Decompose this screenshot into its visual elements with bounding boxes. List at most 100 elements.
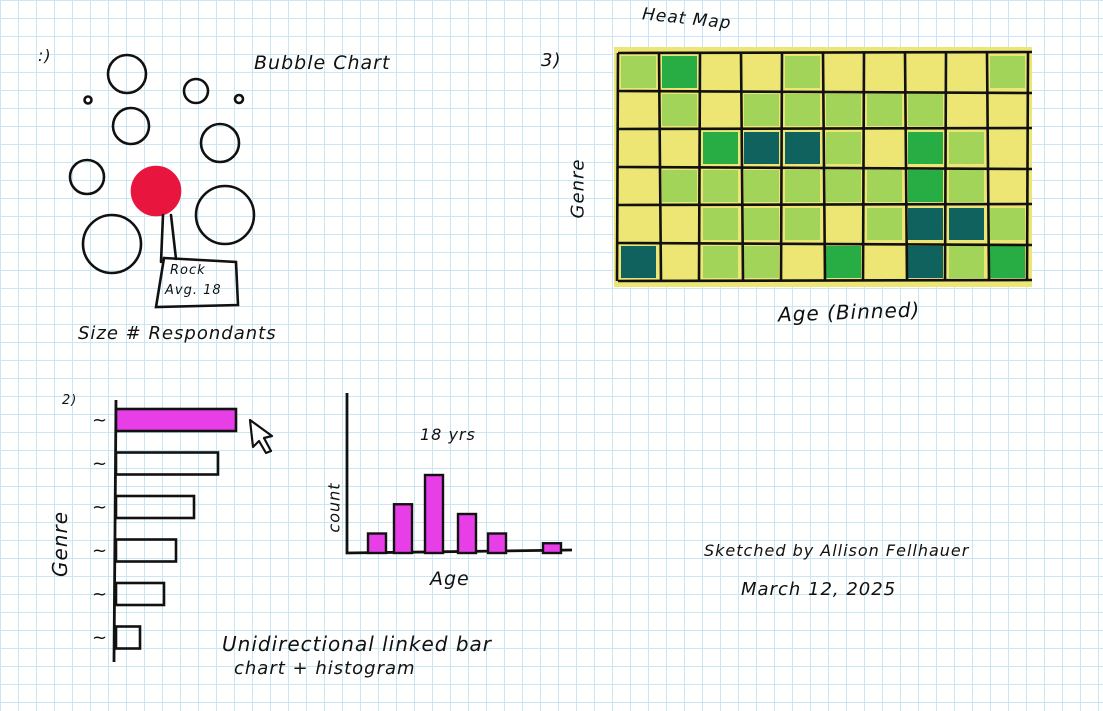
heatmap-grid-line <box>617 89 1033 95</box>
bar[interactable] <box>114 451 220 476</box>
heatmap-cell <box>949 208 984 240</box>
bar-category-label: ~ <box>92 584 107 605</box>
age-histogram <box>345 393 573 555</box>
heatmap-cell <box>662 56 697 88</box>
bubble-chart-title: Bubble Chart <box>254 52 391 74</box>
heatmap-grid-line <box>985 52 991 282</box>
bar-category-label: ~ <box>92 541 107 562</box>
tooltip-pointer <box>159 213 178 264</box>
bubble <box>68 158 106 196</box>
heatmap-y-label: Genre <box>567 158 589 219</box>
signature-name: Sketched by Allison Fellhauer <box>704 541 970 560</box>
histogram-bar[interactable] <box>423 473 445 555</box>
bar[interactable] <box>114 494 196 520</box>
bar-category-label: ~ <box>92 454 107 475</box>
histogram-bar[interactable] <box>541 542 563 555</box>
bar[interactable] <box>114 538 178 563</box>
heatmap-grid-line <box>617 202 1033 207</box>
heatmap-cell <box>785 208 820 240</box>
heatmap-cell <box>908 170 943 202</box>
heatmap-cell <box>867 208 902 240</box>
heatmap-cell <box>703 170 738 202</box>
bubble <box>182 77 210 105</box>
heatmap <box>614 47 1033 287</box>
bubble <box>81 213 143 275</box>
histogram-annotation: 18 yrs <box>420 425 476 444</box>
tooltip-line-2: Avg. 18 <box>165 283 222 298</box>
heatmap-cell <box>867 170 902 202</box>
heatmap-cell <box>826 246 861 278</box>
heatmap-cell <box>744 170 779 202</box>
heatmap-grid-line <box>617 126 1033 131</box>
histogram-bar[interactable] <box>366 532 388 555</box>
bubble <box>233 93 245 105</box>
caption-line-1: Unidirectional linked bar <box>222 632 493 656</box>
genre-bar-chart: ~ ~ ~ ~ ~ ~ <box>92 399 238 663</box>
heatmap-cell <box>703 208 738 240</box>
heatmap-cell <box>826 170 861 202</box>
heatmap-cell <box>744 208 779 240</box>
signature-date: March 12, 2025 <box>741 579 897 600</box>
heatmap-cell <box>621 56 656 88</box>
heatmap-grid-line <box>943 52 948 282</box>
tooltip-box <box>154 256 240 309</box>
heatmap-cell <box>662 170 697 202</box>
bar-category-label: ~ <box>92 497 107 518</box>
heatmap-cell <box>785 170 820 202</box>
bar-category-label: ~ <box>92 410 107 431</box>
bubble-chart <box>68 53 256 309</box>
heatmap-grid-line <box>903 52 909 282</box>
heatmap-cell <box>785 132 820 164</box>
bubble <box>199 122 241 164</box>
heatmap-cell <box>949 132 984 164</box>
histogram-bar[interactable] <box>486 532 508 555</box>
heatmap-grid-line <box>1025 52 1030 282</box>
heatmap-grid-line <box>617 241 1033 247</box>
heatmap-number: 3) <box>541 50 562 71</box>
histogram-x-label: Age <box>430 568 470 590</box>
heatmap-grid-line <box>617 50 1033 55</box>
bar[interactable] <box>114 581 166 607</box>
heatmap-cell <box>826 132 861 164</box>
heatmap-cell <box>703 132 738 164</box>
heatmap-grid <box>615 50 1033 283</box>
heatmap-cell <box>949 170 984 202</box>
heatmap-grid-line <box>617 278 1033 283</box>
tooltip-line-1: Rock <box>170 263 206 278</box>
bubble <box>106 53 148 95</box>
heatmap-grid-line <box>615 52 620 282</box>
heatmap-cell <box>867 94 902 126</box>
heatmap-cell <box>662 94 697 126</box>
heatmap-grid-line <box>617 165 1033 171</box>
heatmap-cell <box>949 246 984 278</box>
heatmap-cell <box>744 132 779 164</box>
heatmap-cell <box>908 246 943 278</box>
heatmap-cell <box>785 56 820 88</box>
bar-category-label: ~ <box>92 628 107 649</box>
heatmap-cell <box>744 94 779 126</box>
heatmap-cell <box>826 94 861 126</box>
caption-line-2: chart + histogram <box>234 658 416 679</box>
heatmap-cell <box>990 56 1025 88</box>
bar[interactable] <box>114 625 142 650</box>
heatmap-x-label: Age (Binned) <box>777 297 921 327</box>
bubble-chart-number: :) <box>38 46 52 65</box>
bubble <box>194 184 256 246</box>
heatmap-cell <box>990 246 1025 278</box>
bubble <box>83 95 93 105</box>
heatmap-cell <box>908 94 943 126</box>
heatmap-cell <box>908 132 943 164</box>
histogram-bar[interactable] <box>456 512 478 555</box>
bar-chart-axis <box>112 399 118 663</box>
histogram-y-label: count <box>324 482 344 533</box>
bubble <box>111 106 151 146</box>
bar-highlighted[interactable] <box>114 407 238 433</box>
bubble-highlighted[interactable] <box>130 165 182 217</box>
cursor-icon <box>248 418 274 455</box>
heatmap-cell <box>744 246 779 278</box>
heatmap-cell <box>785 94 820 126</box>
heatmap-cell <box>703 246 738 278</box>
histogram-bar[interactable] <box>392 503 414 555</box>
size-note: Size # Respondants <box>78 323 277 344</box>
